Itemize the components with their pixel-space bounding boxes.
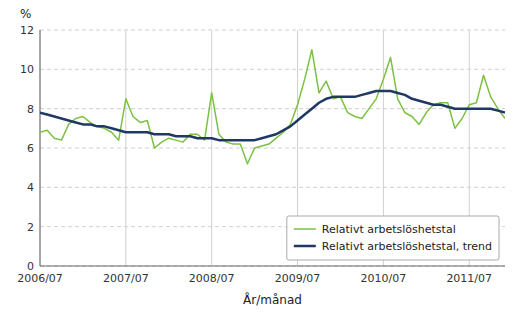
y-tick-label: 6 (27, 142, 34, 155)
x-tick-label: 2006/07 (17, 272, 63, 285)
x-tick-label: 2008/07 (189, 272, 235, 285)
series-line (40, 50, 505, 164)
legend-swatch (294, 228, 316, 230)
x-tick-label: 2009/07 (275, 272, 321, 285)
legend-label: Relativt arbetslöshetstal (322, 223, 456, 236)
grid-line (40, 108, 505, 109)
y-tick-label: 10 (20, 63, 34, 76)
x-tick-label: 2010/07 (361, 272, 407, 285)
x-tick-label: 2007/07 (103, 272, 149, 285)
y-tick-label: 4 (27, 181, 34, 194)
grid-line (125, 30, 126, 266)
legend: Relativt arbetslöshetstal Relativt arbets… (287, 216, 499, 260)
x-axis-line (40, 266, 505, 267)
plot-area (40, 50, 505, 164)
y-tick-label: 2 (27, 221, 34, 234)
y-tick-label: 8 (27, 103, 34, 116)
grid-line (40, 187, 505, 188)
y-axis-line (40, 30, 41, 266)
series-line (40, 91, 505, 140)
grid-line (40, 266, 505, 267)
legend-swatch (294, 245, 316, 248)
y-axis-label: % (20, 7, 31, 21)
grid-line (40, 30, 41, 266)
grid-line (40, 69, 505, 70)
legend-label: Relativt arbetslöshetstal, trend (322, 240, 492, 253)
x-axis-label: År/månad (243, 292, 302, 307)
y-tick-label: 12 (20, 24, 34, 37)
x-tick-label: 2011/07 (446, 272, 492, 285)
grid-line (40, 30, 505, 31)
grid-line (211, 30, 212, 266)
grid-line (40, 148, 505, 149)
legend-box (287, 216, 499, 260)
chart: 0246810122006/072007/072008/072009/07201… (0, 0, 519, 312)
